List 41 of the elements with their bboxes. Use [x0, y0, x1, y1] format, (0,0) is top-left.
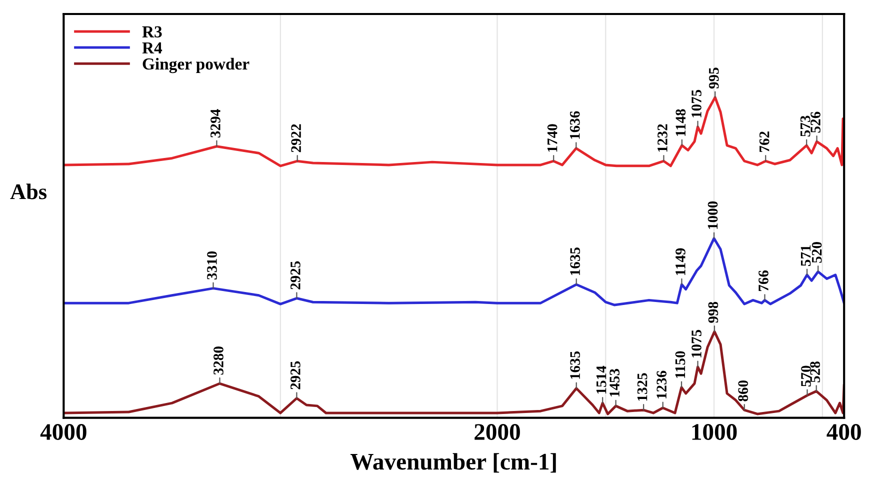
annotation: 766 [758, 270, 768, 292]
x-tick-label: 2000 [474, 424, 520, 440]
x-tick-label: 4000 [40, 424, 86, 440]
legend-label: R4 [142, 42, 162, 54]
legend-label: R3 [142, 26, 162, 38]
annotation: 1635 [570, 248, 580, 275]
annotation: 1236 [656, 370, 667, 398]
annotation: 1149 [676, 248, 686, 275]
annotation: 520 [812, 242, 822, 263]
annotation: 860 [738, 380, 748, 402]
annotation: 995 [708, 68, 719, 89]
annotation: 1000 [708, 201, 718, 229]
annotation: 1150 [675, 351, 686, 378]
annotation: 2922 [291, 124, 302, 152]
annotation: 1325 [637, 373, 648, 401]
annotation: 1740 [547, 124, 558, 152]
annotation: 3280 [214, 346, 224, 375]
annotation: 1075 [692, 90, 702, 118]
annotation: 1232 [658, 124, 668, 152]
annotation: 998 [708, 302, 718, 323]
annotation: 3310 [207, 251, 217, 280]
annotation: 1636 [570, 111, 580, 139]
annotation: 573 [800, 116, 810, 136]
x-tick-label: 1000 [692, 424, 737, 440]
annotation: 762 [759, 132, 770, 152]
annotation: 2925 [290, 361, 300, 390]
annotation: 570 [801, 366, 811, 386]
legend-label: Ginger powder [142, 58, 250, 74]
annotation: 1148 [676, 109, 686, 136]
annotation: 1453 [610, 368, 620, 396]
annotation: 528 [810, 361, 820, 382]
annotation: 1635 [570, 351, 580, 379]
x-axis-title: Wavenumber [cm-1] [350, 453, 556, 473]
annotation: 1514 [596, 366, 606, 394]
annotation: 3294 [210, 109, 220, 138]
y-axis-title: Abs [10, 184, 47, 200]
x-tick-label: 400 [826, 424, 861, 440]
annotation: 571 [800, 245, 811, 266]
annotation: 1075 [692, 330, 702, 358]
annotation: 526 [810, 112, 820, 133]
annotation: 2925 [290, 261, 300, 290]
